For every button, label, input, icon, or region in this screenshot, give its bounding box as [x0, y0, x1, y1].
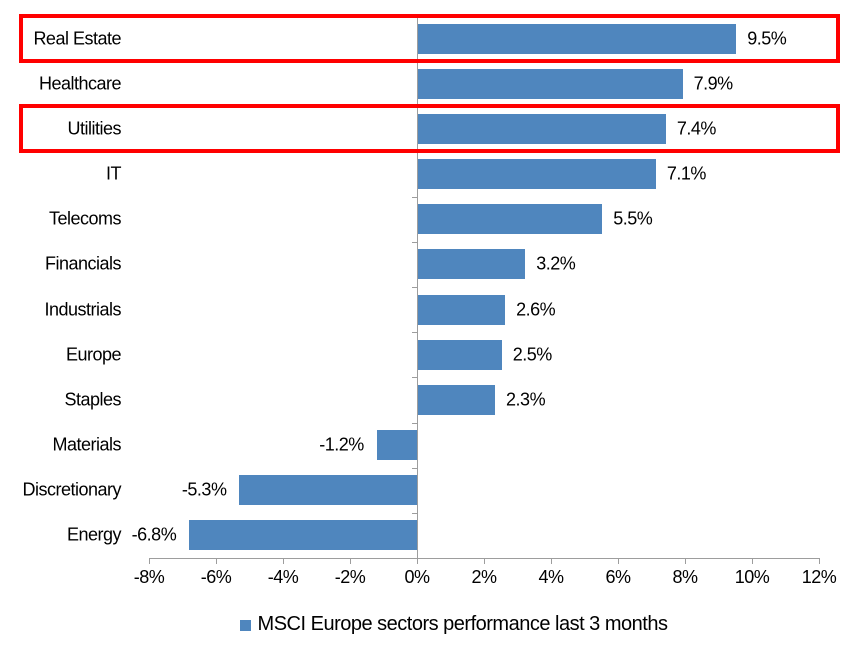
value-label: 2.5%: [512, 344, 553, 365]
bar-row: Financials 3.2%: [0, 242, 852, 287]
value-label: 7.9%: [693, 73, 734, 94]
legend: MSCI Europe sectors performance last 3 m…: [0, 613, 852, 636]
value-label: 2.6%: [516, 299, 556, 320]
x-tick-label: 4%: [538, 567, 564, 587]
category-label: Healthcare: [38, 73, 122, 94]
legend-swatch-icon: [239, 619, 251, 631]
category-tick: [412, 287, 417, 288]
bar: [418, 159, 656, 190]
value-label: 5.5%: [613, 208, 653, 229]
category-label: Utilities: [67, 118, 121, 139]
x-tick-label: -4%: [267, 567, 299, 587]
category-label: Financials: [44, 253, 122, 274]
x-tick-label: 2%: [471, 567, 497, 587]
x-tick: [685, 558, 686, 564]
x-tick-label: 8%: [672, 567, 698, 587]
bar: [418, 384, 496, 415]
category-tick: [412, 196, 417, 198]
bar-row: Industrials 2.6%: [0, 287, 852, 332]
category-label: Discretionary: [22, 479, 121, 500]
value-label: 2.3%: [506, 389, 546, 410]
category-label: Telecoms: [48, 208, 122, 229]
value-label: 9.5%: [747, 28, 787, 49]
x-tick: [149, 558, 150, 564]
category-label: Energy: [66, 524, 122, 545]
x-tick: [819, 558, 820, 564]
x-tick-label: 10%: [734, 567, 770, 587]
category-tick: [412, 241, 417, 243]
y-axis-line: [417, 16, 418, 558]
bar-row: Healthcare 7.9%: [0, 61, 852, 106]
bar-row: Staples 2.3%: [0, 377, 852, 422]
category-tick: [412, 512, 417, 514]
bar-row: Energy -6.8%: [0, 513, 852, 558]
x-tick: [216, 558, 217, 564]
category-tick: [412, 467, 417, 469]
highlight-box: [19, 103, 840, 154]
x-tick: [551, 558, 552, 564]
highlight-box: [19, 13, 840, 64]
bar: [418, 68, 683, 99]
x-tick-label: 6%: [605, 567, 631, 587]
value-label: 7.4%: [676, 118, 717, 139]
value-label: -1.2%: [319, 434, 364, 455]
bar-row: Europe 2.5%: [0, 332, 852, 377]
bar: [418, 249, 526, 280]
category-label: Europe: [65, 344, 122, 365]
x-tick: [752, 558, 753, 564]
bar: [376, 430, 417, 461]
bar: [418, 23, 737, 54]
value-label: -6.8%: [131, 524, 177, 545]
bar-row: Materials -1.2%: [0, 423, 852, 468]
x-tick: [283, 558, 284, 564]
value-label: -5.3%: [181, 479, 227, 500]
x-tick: [417, 558, 418, 564]
value-label: 3.2%: [536, 253, 576, 274]
bar: [239, 475, 417, 506]
category-label: Staples: [64, 389, 121, 410]
x-tick-label: -2%: [334, 567, 366, 587]
category-tick: [412, 332, 417, 334]
category-label: IT: [106, 163, 122, 184]
bar-row: Telecoms 5.5%: [0, 197, 852, 242]
bar: [189, 520, 417, 551]
x-tick-label: -6%: [200, 567, 232, 587]
bar: [418, 339, 502, 370]
x-tick: [618, 558, 619, 564]
x-tick-label: 0%: [404, 567, 430, 587]
x-tick: [484, 558, 485, 564]
x-tick-label: -8%: [133, 567, 165, 587]
value-label: 7.1%: [666, 163, 707, 184]
bar-row: Utilities 7.4%: [0, 106, 852, 151]
x-tick: [350, 558, 351, 564]
x-tick-label: 12%: [801, 567, 837, 587]
bar-row: Discretionary -5.3%: [0, 468, 852, 513]
legend-label: MSCI Europe sectors performance last 3 m…: [257, 613, 668, 635]
bar: [418, 204, 603, 235]
category-label: Materials: [52, 434, 121, 455]
category-label: Industrials: [44, 299, 121, 320]
bar: [418, 294, 506, 325]
category-tick: [412, 377, 417, 379]
bar: [418, 113, 666, 144]
category-label: Real Estate: [33, 28, 121, 49]
bar-row: IT 7.1%: [0, 152, 852, 197]
bar-row: Real Estate 9.5%: [0, 16, 852, 61]
category-tick: [412, 422, 417, 424]
